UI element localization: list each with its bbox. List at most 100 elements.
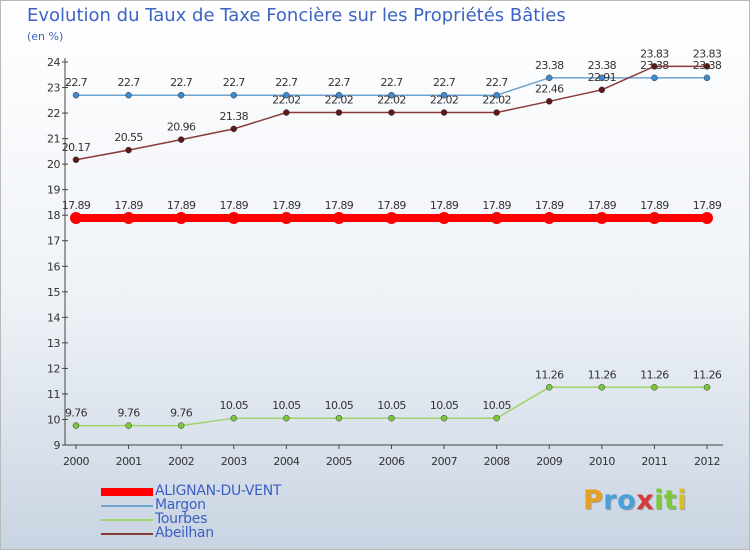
data-label-tourbes: 10.05 xyxy=(325,399,354,412)
data-point-margon xyxy=(283,91,290,99)
data-point-tourbes xyxy=(177,422,185,429)
data-point-alignan-du-vent xyxy=(175,212,188,225)
data-label-abeilhan: 23.83 xyxy=(693,47,722,60)
data-label-margon: 22.7 xyxy=(275,76,298,89)
data-label-abeilhan: 22.02 xyxy=(377,94,406,107)
x-tick-label: 2006 xyxy=(379,455,405,468)
y-tick-label: 11 xyxy=(47,388,60,401)
y-tick-label: 10 xyxy=(47,413,60,426)
data-label-margon: 23.38 xyxy=(535,59,564,72)
data-label-margon: 22.7 xyxy=(380,76,403,89)
y-tick-label: 13 xyxy=(47,337,60,350)
legend-label: Margon xyxy=(155,497,206,513)
data-point-alignan-du-vent xyxy=(490,212,503,225)
data-point-tourbes xyxy=(651,384,658,391)
data-point-tourbes xyxy=(335,414,343,422)
data-label-tourbes: 11.26 xyxy=(640,368,669,381)
data-label-margon: 22.7 xyxy=(486,76,509,89)
data-point-margon xyxy=(651,74,658,82)
data-point-abeilhan xyxy=(125,146,132,154)
data-label-tourbes: 11.26 xyxy=(535,368,564,381)
data-point-tourbes xyxy=(493,414,500,422)
data-label-alignan-du-vent: 17.89 xyxy=(377,199,406,212)
data-point-tourbes xyxy=(125,422,132,429)
data-label-abeilhan: 22.91 xyxy=(588,71,617,84)
data-label-alignan-du-vent: 17.89 xyxy=(167,199,196,212)
y-tick-label: 9 xyxy=(54,439,61,452)
data-label-margon: 22.7 xyxy=(223,76,246,89)
y-tick-label: 14 xyxy=(47,311,60,324)
data-label-abeilhan: 22.02 xyxy=(325,94,354,107)
data-label-abeilhan: 20.96 xyxy=(167,121,196,134)
data-point-alignan-du-vent xyxy=(70,212,82,225)
x-tick-label: 2010 xyxy=(589,455,615,468)
data-point-alignan-du-vent xyxy=(543,212,556,225)
data-label-abeilhan: 20.17 xyxy=(62,141,91,154)
data-label-margon: 23.38 xyxy=(588,59,617,72)
data-label-tourbes: 11.26 xyxy=(588,368,617,381)
x-tick-label: 2009 xyxy=(536,455,562,468)
data-label-abeilhan: 21.38 xyxy=(220,110,249,123)
data-point-alignan-du-vent xyxy=(122,212,135,225)
data-label-margon: 22.7 xyxy=(118,76,141,89)
data-label-alignan-du-vent: 17.89 xyxy=(430,199,459,212)
x-tick-label: 2007 xyxy=(431,455,457,468)
data-point-margon xyxy=(493,91,500,99)
x-tick-label: 2000 xyxy=(63,455,89,468)
data-label-margon: 22.7 xyxy=(328,76,351,89)
data-point-abeilhan xyxy=(598,86,606,94)
data-point-abeilhan xyxy=(546,98,553,105)
legend-label: ALIGNAN-DU-VENT xyxy=(155,483,282,499)
data-point-margon xyxy=(440,91,448,99)
data-label-alignan-du-vent: 17.89 xyxy=(693,199,722,212)
data-point-abeilhan xyxy=(283,109,290,116)
data-label-alignan-du-vent: 17.89 xyxy=(588,199,617,212)
data-label-alignan-du-vent: 17.89 xyxy=(114,199,143,212)
data-point-tourbes xyxy=(546,384,553,391)
data-point-margon xyxy=(230,91,237,99)
data-label-tourbes: 9.76 xyxy=(118,407,141,420)
data-point-alignan-du-vent xyxy=(701,212,713,225)
data-label-tourbes: 10.05 xyxy=(482,399,511,412)
data-point-tourbes xyxy=(72,422,80,429)
y-tick-label: 19 xyxy=(47,184,60,197)
data-label-abeilhan: 20.55 xyxy=(114,131,143,144)
data-point-abeilhan xyxy=(440,109,448,116)
data-label-tourbes: 11.26 xyxy=(693,368,722,381)
data-point-tourbes xyxy=(230,414,237,422)
x-tick-label: 2011 xyxy=(641,455,667,468)
data-label-margon: 22.7 xyxy=(433,76,456,89)
data-label-alignan-du-vent: 17.89 xyxy=(482,199,511,212)
data-point-abeilhan xyxy=(388,109,395,116)
data-label-alignan-du-vent: 17.89 xyxy=(62,199,91,212)
legend-swatch xyxy=(101,533,153,535)
legend-swatch xyxy=(101,505,153,507)
data-point-alignan-du-vent xyxy=(280,212,293,225)
data-point-tourbes xyxy=(598,384,606,391)
y-axis-unit: (en %) xyxy=(27,30,64,43)
data-label-abeilhan: 22.02 xyxy=(430,94,459,107)
data-point-margon xyxy=(388,91,395,99)
legend-swatch xyxy=(101,519,153,521)
data-point-alignan-du-vent xyxy=(595,212,608,225)
data-label-abeilhan: 22.02 xyxy=(272,94,301,107)
data-point-margon xyxy=(335,91,343,99)
data-point-abeilhan xyxy=(72,156,80,164)
legend-label: Tourbes xyxy=(155,511,208,527)
data-point-tourbes xyxy=(283,414,290,422)
data-label-tourbes: 10.05 xyxy=(272,399,301,412)
data-point-abeilhan xyxy=(177,136,185,143)
data-label-alignan-du-vent: 17.89 xyxy=(325,199,354,212)
x-tick-label: 2012 xyxy=(694,455,720,468)
data-point-alignan-du-vent xyxy=(438,212,451,225)
data-point-abeilhan xyxy=(703,63,711,70)
data-point-margon xyxy=(703,74,711,82)
y-tick-label: 23 xyxy=(47,82,60,95)
data-label-alignan-du-vent: 17.89 xyxy=(640,199,669,212)
data-label-tourbes: 10.05 xyxy=(220,399,249,412)
x-tick-label: 2002 xyxy=(168,455,194,468)
data-point-abeilhan xyxy=(651,63,658,70)
y-tick-label: 20 xyxy=(47,158,60,171)
